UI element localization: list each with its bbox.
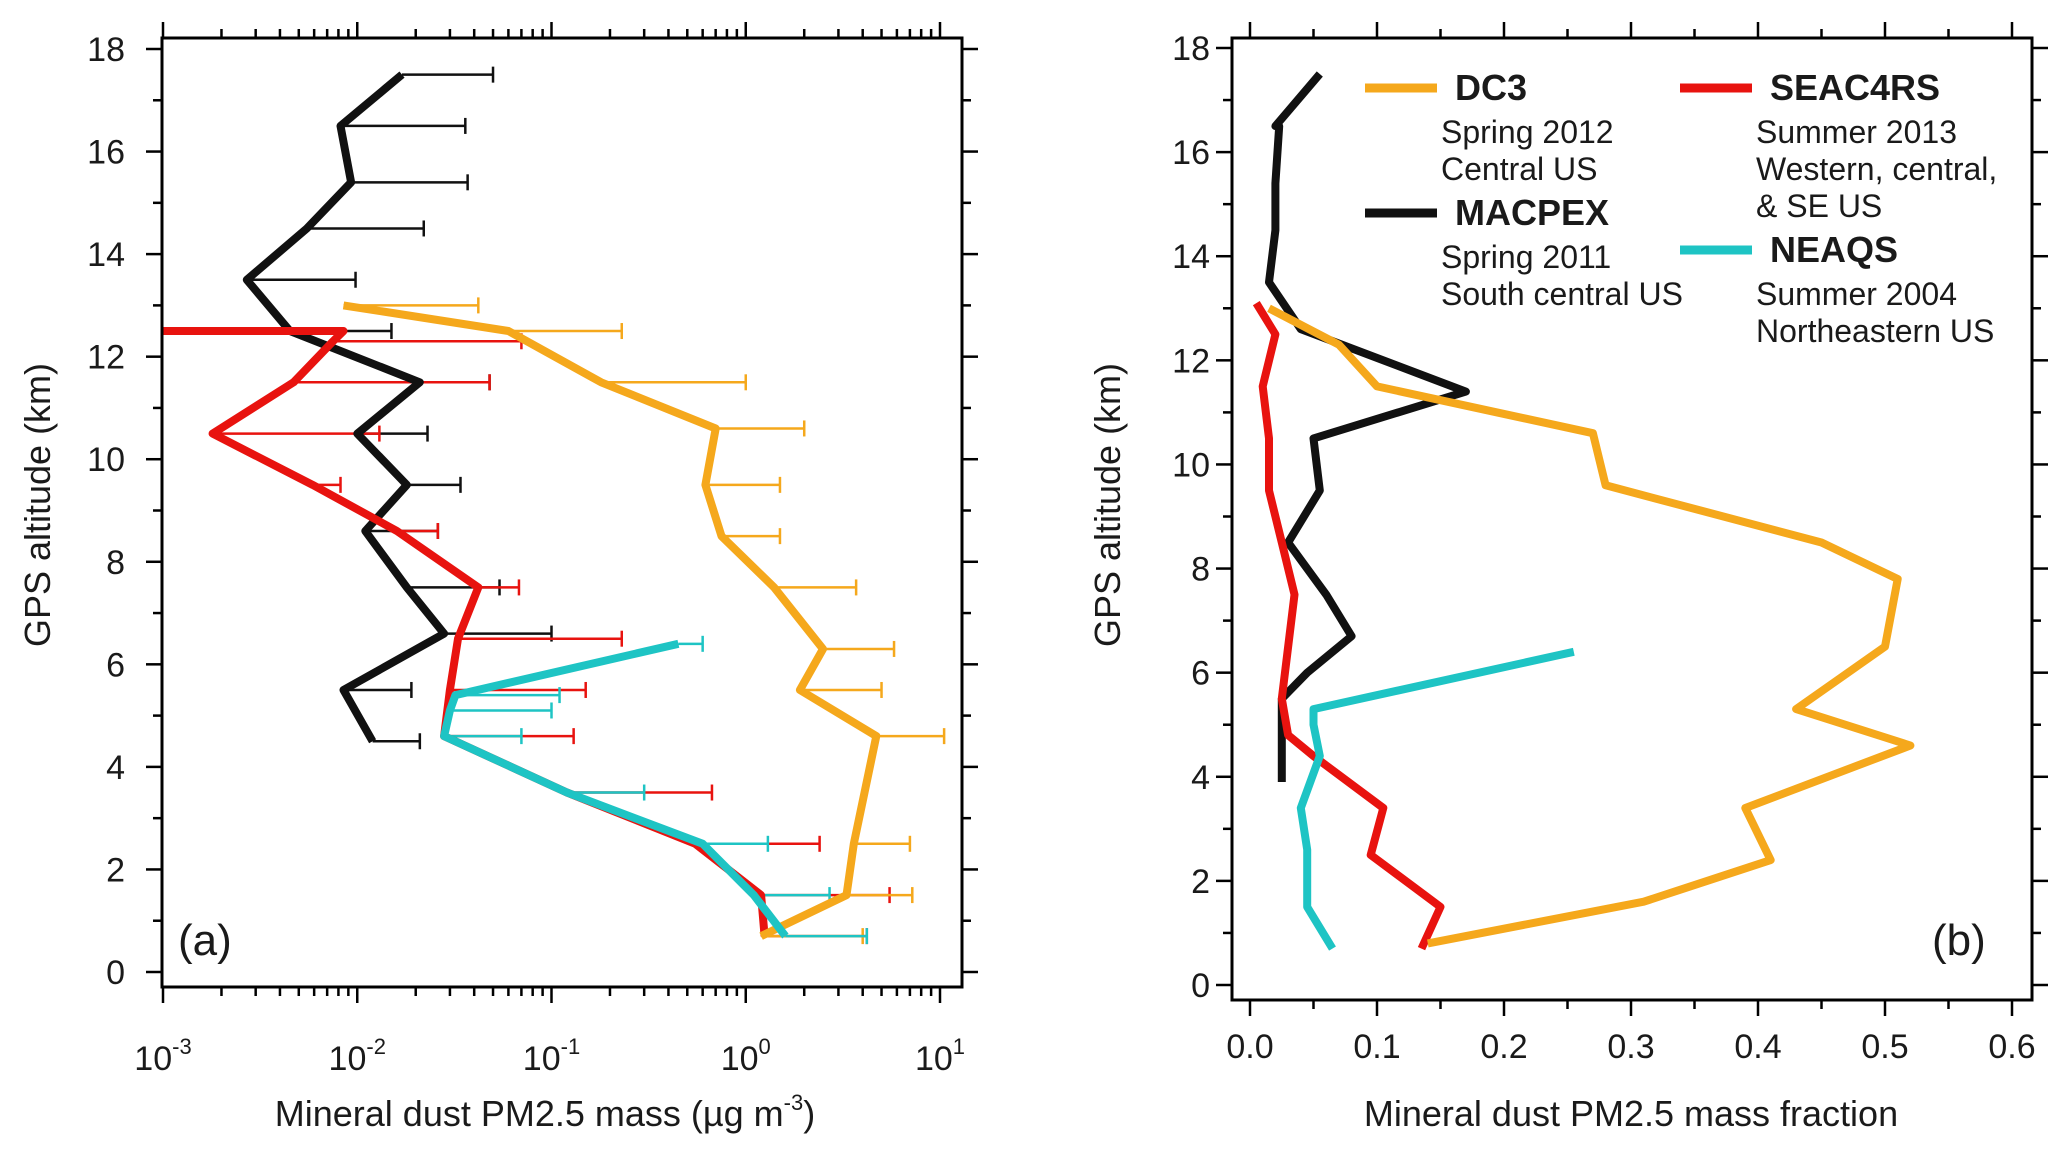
panel-a-error-bars <box>212 66 946 945</box>
legend-label: SEAC4RS <box>1770 67 1940 108</box>
series-line-macpex <box>242 71 449 744</box>
legend-detail: South central US <box>1441 276 1683 312</box>
series-line-dc3 <box>342 301 881 940</box>
panel-b-frame <box>1230 36 2034 1002</box>
panel-b-tick-labels: 0.0 0.1 0.2 0.3 0.4 0.5 0.6 0 2 4 6 8 10 12 14 16 18 <box>1172 30 2035 1066</box>
legend-label: NEAQS <box>1770 229 1898 270</box>
y-tick-label: 10 <box>1172 446 1210 484</box>
legend-label: DC3 <box>1455 67 1527 108</box>
legend-detail: Spring 2012 <box>1441 114 1614 150</box>
x-tick-label: 10-2 <box>329 1034 386 1078</box>
y-tick-label: 4 <box>106 749 125 787</box>
y-tick-label: 18 <box>87 31 125 69</box>
series-line-dc3 <box>1267 304 1915 948</box>
panel-b-label: (b) <box>1932 916 1986 965</box>
y-tick-label: 14 <box>1172 238 1210 276</box>
y-tick-label: 18 <box>1172 30 1210 68</box>
x-tick-label: 10-1 <box>523 1034 580 1078</box>
y-tick-label: 12 <box>1172 342 1210 380</box>
x-tick-label: 0.0 <box>1226 1028 1273 1066</box>
legend-detail: Spring 2011 <box>1441 239 1611 275</box>
legend-detail: Summer 2013 <box>1756 114 1957 150</box>
x-tick-label: 10-3 <box>134 1034 191 1078</box>
y-tick-label: 10 <box>87 441 125 479</box>
y-tick-label: 0 <box>106 954 125 992</box>
series-line-macpex <box>1265 71 1470 782</box>
x-tick-label: 0.4 <box>1734 1028 1781 1066</box>
legend-detail: Western, central, <box>1756 151 1997 187</box>
y-tick-label: 6 <box>1191 655 1210 693</box>
y-tick-label: 2 <box>106 851 125 889</box>
y-tick-label: 6 <box>106 646 125 684</box>
y-tick-label: 16 <box>87 134 125 172</box>
panel-a-mass: 10-3 10-2 10-1 100 101 0 2 4 6 8 10 12 14 16 18 (a) GP… <box>17 22 978 1134</box>
x-tick-label: 0.5 <box>1861 1028 1908 1066</box>
y-tick-label: 4 <box>1191 759 1210 797</box>
legend-label: MACPEX <box>1455 192 1609 233</box>
x-tick-label: 0.1 <box>1353 1028 1400 1066</box>
x-tick-label: 100 <box>721 1034 771 1078</box>
panel-a-y-axis-label: GPS altitude (km) <box>17 363 58 647</box>
y-tick-label: 14 <box>87 236 125 274</box>
panel-a-x-axis-label: Mineral dust PM2.5 mass (µg m-3) <box>275 1090 815 1134</box>
panel-a-frame <box>160 36 964 989</box>
y-tick-label: 0 <box>1191 967 1210 1005</box>
y-tick-label: 8 <box>106 544 125 582</box>
panel-a-label: (a) <box>178 916 232 965</box>
x-tick-label: 0.3 <box>1607 1028 1654 1066</box>
legend-detail: Summer 2004 <box>1756 276 1957 312</box>
panel-a-tick-labels: 10-3 10-2 10-1 100 101 0 2 4 6 8 10 12 14 16 18 <box>87 31 965 1078</box>
series-line-neaqs <box>440 639 789 939</box>
legend-detail: Central US <box>1441 151 1598 187</box>
panel-b-series <box>1252 71 1915 951</box>
panel-a-series <box>163 71 881 940</box>
y-tick-label: 16 <box>1172 134 1210 172</box>
series-line-seac4rs <box>1252 301 1445 951</box>
legend-detail: Northeastern US <box>1756 313 1994 349</box>
y-tick-label: 12 <box>87 339 125 377</box>
legend-detail: & SE US <box>1756 188 1882 224</box>
panel-b-fraction: 0.0 0.1 0.2 0.3 0.4 0.5 0.6 0 2 4 6 8 10 12 14 16 18 (b)… <box>1087 22 2048 1134</box>
y-tick-label: 2 <box>1191 863 1210 901</box>
x-tick-label: 0.6 <box>1988 1028 2035 1066</box>
y-tick-label: 8 <box>1191 551 1210 589</box>
panel-b-y-axis-label: GPS altitude (km) <box>1087 363 1128 647</box>
series-line-neaqs <box>1296 647 1575 951</box>
x-tick-label: 101 <box>915 1034 965 1078</box>
panel-b-x-axis-label: Mineral dust PM2.5 mass fraction <box>1364 1093 1898 1134</box>
series-line-seac4rs <box>163 327 769 937</box>
x-tick-label: 0.2 <box>1480 1028 1527 1066</box>
